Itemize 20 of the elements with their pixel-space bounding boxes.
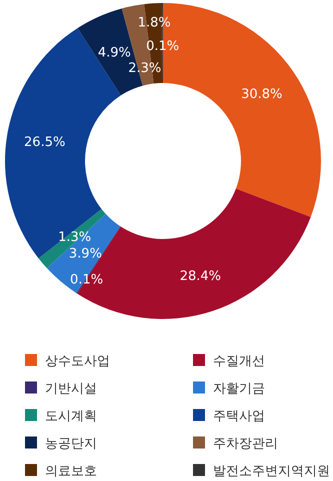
data-label: 3.9% — [68, 246, 102, 262]
donut-slice — [38, 209, 106, 268]
legend-label: 도시계획 — [45, 409, 97, 424]
legend-label: 기반시설 — [45, 382, 97, 396]
legend-label: 주차장관리 — [213, 436, 278, 452]
data-label: 26.5% — [24, 134, 66, 150]
data-label: 30.8% — [241, 86, 282, 102]
legend-label: 발전소주변지역지원 — [213, 464, 330, 479]
legend-label: 상수도사업 — [45, 354, 110, 369]
legend-label: 농공단지 — [45, 436, 97, 452]
legend-label: 수질개선 — [213, 354, 265, 369]
data-label: 28.4% — [180, 269, 222, 284]
legend-label: 주택사업 — [213, 409, 265, 424]
donut-slice — [46, 214, 120, 294]
data-label: 1.3% — [58, 230, 92, 246]
data-label: 2.3% — [128, 60, 162, 76]
legend-label: 의료보호 — [45, 464, 97, 479]
data-label: 0.1% — [146, 39, 180, 54]
legend-label: 자활기금 — [213, 382, 265, 396]
data-label: 4.9% — [98, 45, 131, 60]
